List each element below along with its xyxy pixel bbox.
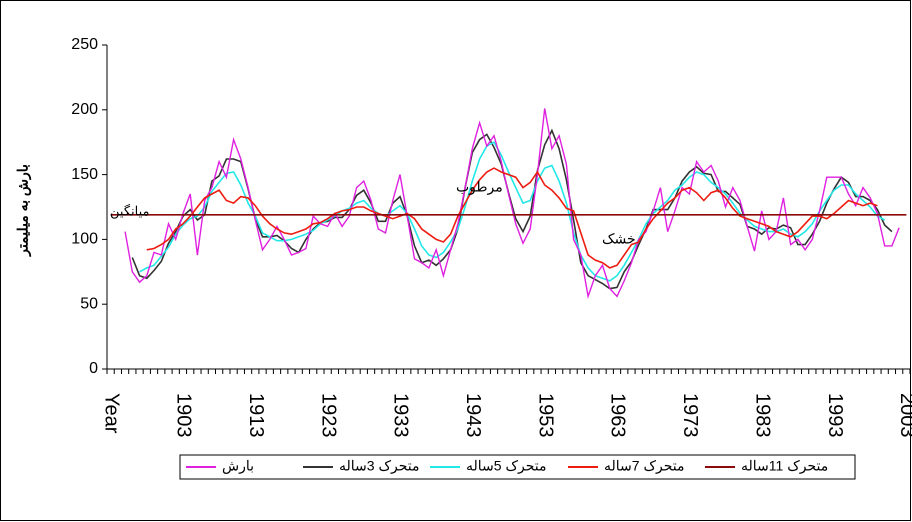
x-tick-label: 1943: [462, 393, 484, 438]
x-tick-label: 1913: [245, 393, 267, 438]
x-tick-label: 1923: [317, 393, 339, 438]
legend-label: بارش: [222, 458, 254, 475]
y-tick-label: 100: [71, 231, 98, 248]
legend-label: متحرک 7ساله: [604, 458, 684, 475]
legend: [179, 454, 856, 480]
x-tick-label: 1963: [607, 393, 629, 438]
x-tick-label: 1953: [534, 393, 556, 438]
y-tick-label: 250: [71, 36, 98, 53]
y-tick-label: 200: [71, 101, 98, 118]
x-tick-label: 1933: [390, 393, 412, 438]
x-tick-label: 1973: [679, 393, 701, 438]
series-line: [139, 141, 886, 282]
series-line: [146, 167, 878, 269]
y-tick-label: 150: [71, 166, 98, 183]
x-tick-label: Year: [100, 393, 122, 434]
y-tick-label: 0: [89, 360, 98, 377]
x-tick-label: 1993: [824, 393, 846, 438]
annotation: خشک: [602, 231, 636, 247]
legend-label: متحرک 3ساله: [339, 458, 419, 475]
y-axis-label: بارش به میلیمتر: [15, 164, 32, 257]
x-tick-label: 1903: [173, 393, 195, 438]
annotation: مرطوب: [456, 179, 503, 196]
x-tick-label: 1983: [751, 393, 773, 438]
legend-label: متحرک 11ساله: [741, 458, 828, 475]
x-tick-label: 2003: [896, 393, 912, 438]
annotation: میانگین: [110, 203, 149, 219]
y-tick-label: 50: [80, 295, 98, 312]
legend-label: متحرک 5ساله: [466, 458, 546, 475]
